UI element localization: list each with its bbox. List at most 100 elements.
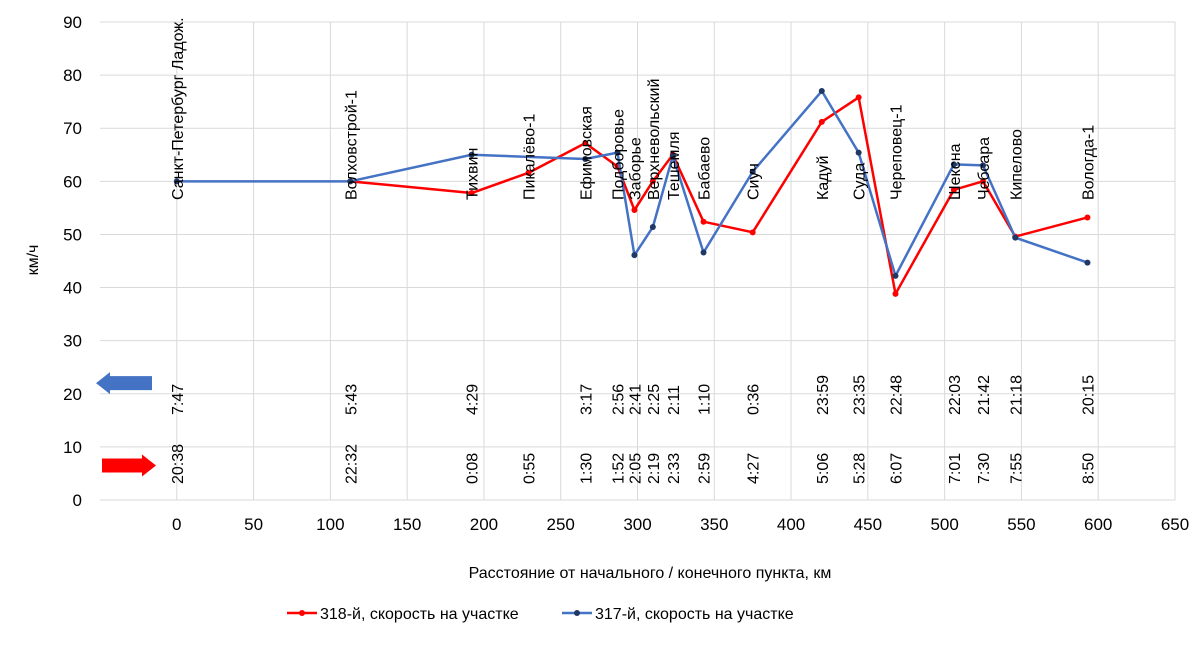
data-point <box>525 169 532 176</box>
data-point <box>582 156 589 163</box>
y-tick-label: 40 <box>63 279 82 298</box>
data-point <box>1084 214 1091 221</box>
station-label: Пикалёво-1 <box>521 114 538 200</box>
x-axis-title: Расстояние от начального / конечного пун… <box>469 565 832 582</box>
time-label: 1:30 <box>578 453 595 484</box>
x-tick-label: 200 <box>470 515 498 534</box>
data-point <box>614 149 621 156</box>
data-point <box>631 207 638 214</box>
time-label: 20:15 <box>1080 375 1097 415</box>
time-label: 7:47 <box>170 384 187 415</box>
data-point <box>950 186 957 193</box>
data-point <box>700 249 707 256</box>
data-point <box>468 151 475 158</box>
data-point <box>1084 259 1091 266</box>
data-point <box>347 178 354 185</box>
gridlines <box>100 21 1176 500</box>
x-axis-ticks: 0 50 100 150 200 250 300 350 400 450 500 550 600 650 <box>172 515 1189 534</box>
station-label: Санкт-Петербург Ладож. <box>170 17 187 200</box>
y-tick-label: 0 <box>73 491 82 510</box>
station-label: Тихвин <box>465 148 482 200</box>
legend-marker-317 <box>574 610 580 616</box>
station-label: Кипелово <box>1008 129 1025 200</box>
station-label: Ефимовская <box>578 106 595 200</box>
station-label: Подборовье <box>611 109 628 200</box>
x-tick-label: 650 <box>1161 515 1189 534</box>
data-point <box>892 290 899 297</box>
x-tick-label: 350 <box>700 515 728 534</box>
x-tick-label: 250 <box>547 515 575 534</box>
time-label: 5:28 <box>852 453 869 484</box>
station-label: Шексна <box>947 143 964 200</box>
time-label: 4:29 <box>465 384 482 415</box>
y-tick-label: 10 <box>63 438 82 457</box>
317-arrow <box>96 372 152 395</box>
series-317 <box>173 88 1091 279</box>
data-point <box>631 252 638 259</box>
x-tick-label: 400 <box>777 515 805 534</box>
station-label: Чебсара <box>976 137 993 200</box>
data-point <box>700 218 707 225</box>
time-label: 22:32 <box>343 444 360 484</box>
time-label: 2:19 <box>646 453 663 484</box>
time-label: 21:18 <box>1008 375 1025 415</box>
time-label: 1:10 <box>697 384 714 415</box>
x-tick-label: 0 <box>172 515 181 534</box>
series-lines <box>173 88 1091 297</box>
time-label: 2:05 <box>627 453 644 484</box>
y-tick-label: 20 <box>63 385 82 404</box>
x-tick-label: 50 <box>244 515 263 534</box>
time-label: 8:50 <box>1080 453 1097 484</box>
time-label: 2:56 <box>611 384 628 415</box>
data-point <box>980 178 987 185</box>
data-point <box>749 168 756 175</box>
time-label: 7:01 <box>947 453 964 484</box>
time-label: 7:30 <box>976 453 993 484</box>
station-label: Волховстрой-1 <box>343 90 360 200</box>
y-axis-ticks: 0 10 20 30 40 50 60 70 80 90 <box>63 13 82 510</box>
legend-label-317: 317-й, скорость на участке <box>595 606 794 623</box>
data-point <box>649 178 656 185</box>
x-tick-label: 500 <box>930 515 958 534</box>
time-label: 2:59 <box>697 453 714 484</box>
time-label: 6:07 <box>889 453 906 484</box>
station-label: Сиуч <box>746 163 763 200</box>
station-label: Тешемля <box>666 131 683 200</box>
x-tick-label: 450 <box>854 515 882 534</box>
time-label: 2:25 <box>646 384 663 415</box>
x-tick-label: 300 <box>623 515 651 534</box>
data-point <box>468 190 475 197</box>
station-labels: Санкт-Петербург Ладож. Волховстрой-1 Тихви… <box>170 17 1098 200</box>
data-point <box>892 272 899 279</box>
legend: 318-й, скорость на участке 317-й, скорос… <box>287 606 794 623</box>
data-point <box>173 178 180 185</box>
station-label: Череповец-1 <box>889 104 906 200</box>
time-label: 0:55 <box>521 453 538 484</box>
data-point <box>980 162 987 169</box>
time-label: 3:17 <box>578 384 595 415</box>
y-tick-label: 30 <box>63 332 82 351</box>
time-label: 22:48 <box>889 375 906 415</box>
legend-item-317: 317-й, скорость на участке <box>562 606 794 623</box>
data-point <box>818 118 825 125</box>
data-point <box>855 94 862 101</box>
y-axis-title: км/ч <box>25 245 42 276</box>
time-label: 7:55 <box>1008 453 1025 484</box>
station-label: Заборье <box>627 137 644 200</box>
time-label: 23:59 <box>815 375 832 415</box>
y-tick-label: 70 <box>63 119 82 138</box>
legend-item-318: 318-й, скорость на участке <box>287 606 519 623</box>
time-label: 4:27 <box>746 453 763 484</box>
time-label: 21:42 <box>976 375 993 415</box>
time-label: 2:41 <box>627 384 644 415</box>
time-label: 1:52 <box>611 453 628 484</box>
station-label: Суда <box>852 163 869 200</box>
data-point <box>582 140 589 147</box>
data-point <box>669 152 676 159</box>
station-label: Вологда-1 <box>1080 125 1097 200</box>
station-label: Кадуй <box>815 156 832 201</box>
y-tick-label: 60 <box>63 172 82 191</box>
times-317: 7:47 5:43 4:29 3:17 2:56 2:41 2:25 2:11 1:10 0:36… <box>170 375 1098 415</box>
data-point <box>950 161 957 168</box>
y-tick-label: 90 <box>63 13 82 32</box>
